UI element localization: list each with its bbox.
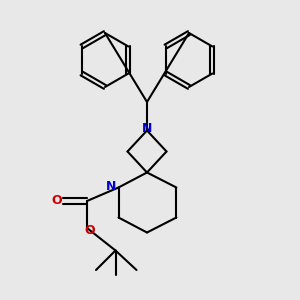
Text: O: O bbox=[84, 224, 95, 238]
Text: N: N bbox=[142, 122, 152, 135]
Text: N: N bbox=[106, 179, 116, 193]
Text: O: O bbox=[52, 194, 62, 208]
